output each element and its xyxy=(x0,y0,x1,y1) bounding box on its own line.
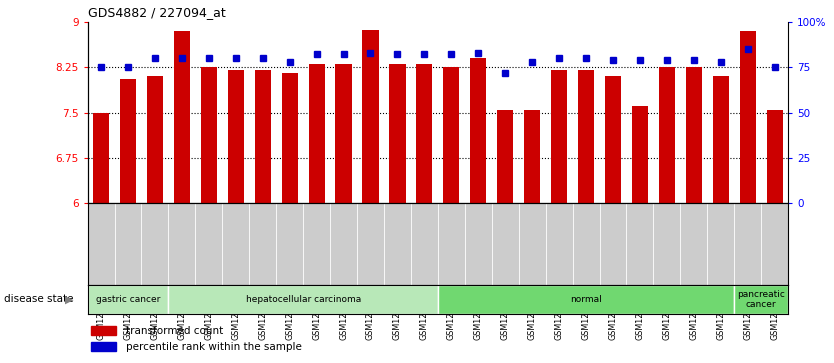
Bar xyxy=(309,64,324,203)
Bar xyxy=(335,64,352,203)
Bar xyxy=(659,67,675,203)
Bar xyxy=(686,67,702,203)
Bar xyxy=(201,67,217,203)
Text: GDS4882 / 227094_at: GDS4882 / 227094_at xyxy=(88,6,225,19)
Bar xyxy=(416,64,433,203)
Bar xyxy=(713,76,729,203)
Bar xyxy=(147,76,163,203)
Bar xyxy=(389,64,405,203)
Bar xyxy=(740,31,756,203)
Text: pancreatic
cancer: pancreatic cancer xyxy=(737,290,785,309)
Bar xyxy=(497,110,513,203)
Bar xyxy=(632,106,648,203)
Bar xyxy=(551,70,567,203)
Bar xyxy=(228,70,244,203)
Bar xyxy=(254,70,271,203)
Bar xyxy=(168,285,438,314)
Bar xyxy=(578,70,594,203)
Bar xyxy=(282,73,298,203)
Text: percentile rank within the sample: percentile rank within the sample xyxy=(126,342,302,352)
Bar xyxy=(363,30,379,203)
Text: gastric cancer: gastric cancer xyxy=(96,295,160,304)
Bar xyxy=(93,113,109,203)
Bar xyxy=(438,285,734,314)
Bar xyxy=(766,110,783,203)
Text: transformed count: transformed count xyxy=(126,326,224,336)
Text: ▶: ▶ xyxy=(65,294,73,305)
Bar xyxy=(88,285,168,314)
Bar xyxy=(470,58,486,203)
Text: normal: normal xyxy=(570,295,602,304)
Bar xyxy=(91,342,116,351)
Bar xyxy=(91,326,116,335)
Bar xyxy=(443,67,460,203)
Bar xyxy=(524,110,540,203)
Bar xyxy=(173,31,190,203)
Text: hepatocellular carcinoma: hepatocellular carcinoma xyxy=(245,295,361,304)
Bar xyxy=(734,285,788,314)
Bar xyxy=(605,76,621,203)
Text: disease state: disease state xyxy=(4,294,73,305)
Bar xyxy=(120,79,136,203)
